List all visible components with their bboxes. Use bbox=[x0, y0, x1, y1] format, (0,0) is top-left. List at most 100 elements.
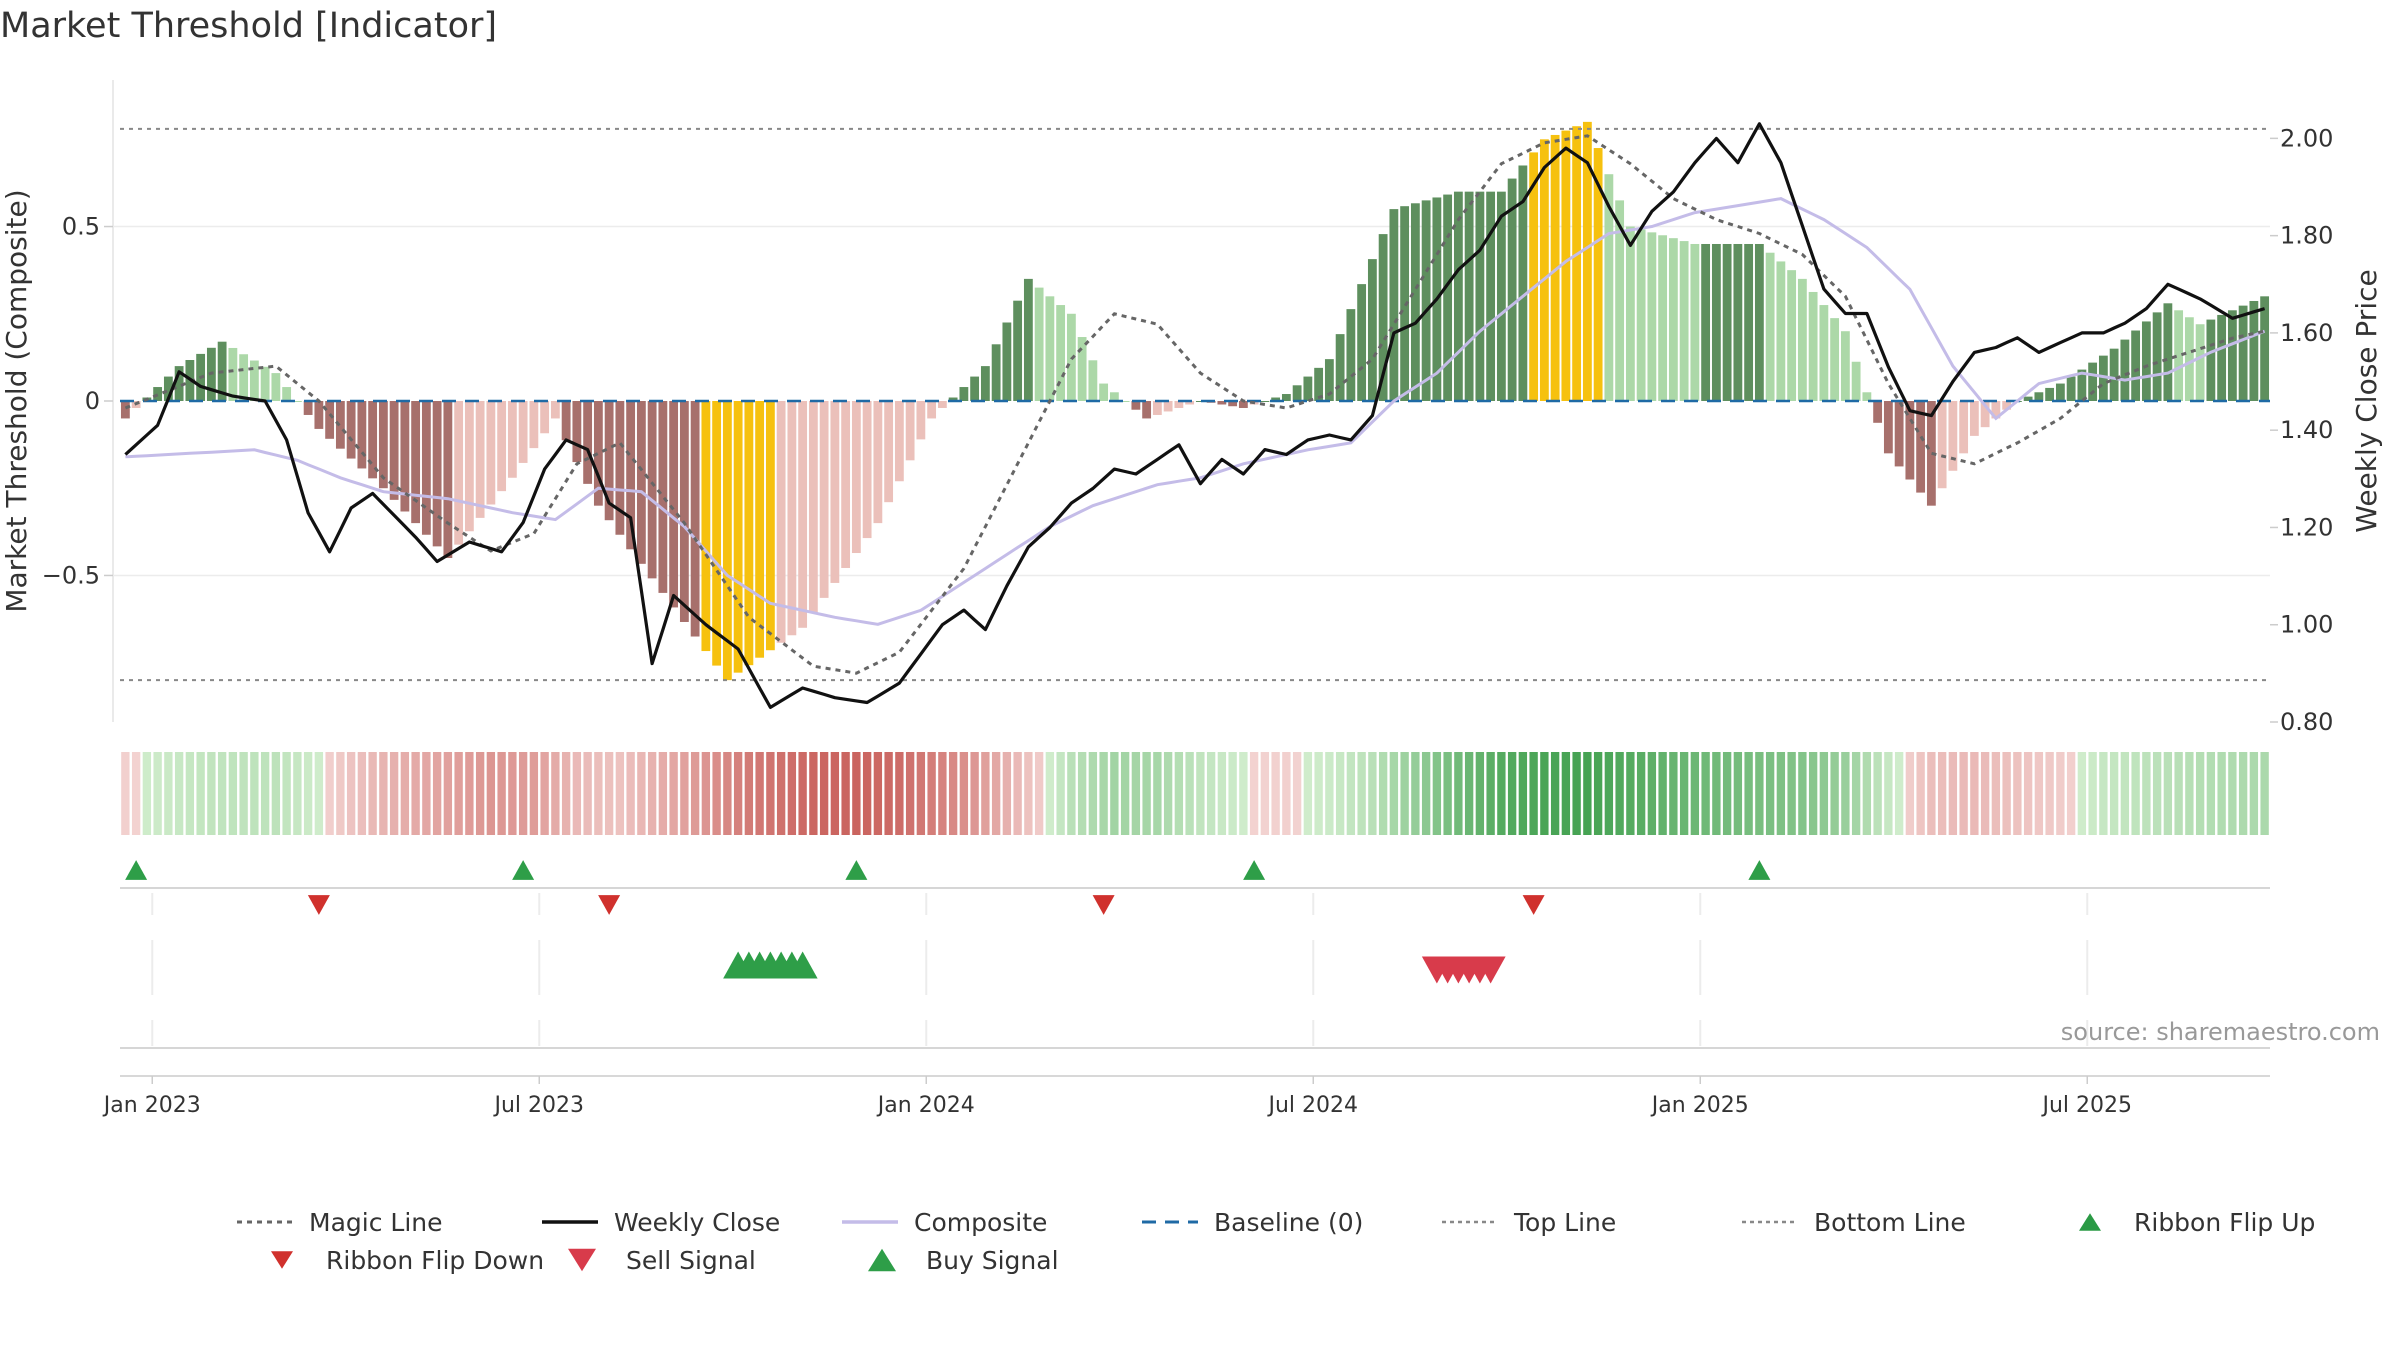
composite-bar bbox=[690, 401, 700, 637]
composite-bar bbox=[991, 344, 1001, 401]
ribbon-cell bbox=[1948, 752, 1958, 835]
dotted-grey-line-icon bbox=[1442, 1220, 1498, 1224]
x-tick-label: Jul 2023 bbox=[492, 1093, 584, 1118]
composite-bar bbox=[389, 401, 399, 500]
ribbon-cell bbox=[551, 752, 560, 835]
legend-label: Weekly Close bbox=[614, 1207, 781, 1237]
composite-bar bbox=[615, 401, 625, 535]
ribbon-cell bbox=[1486, 752, 1495, 835]
composite-bar bbox=[2217, 314, 2227, 401]
ribbon-cell bbox=[1002, 752, 1012, 835]
composite-bar bbox=[905, 401, 915, 461]
composite-bar bbox=[1711, 243, 1721, 401]
ribbon-cell bbox=[1464, 752, 1474, 835]
ribbon-cell bbox=[540, 752, 549, 835]
legend-label: Buy Signal bbox=[926, 1245, 1059, 1275]
triangle-down-icon bbox=[568, 1248, 596, 1272]
composite-bar bbox=[1679, 241, 1689, 401]
composite-bar bbox=[851, 401, 861, 554]
ribbon-cell bbox=[583, 752, 592, 835]
ribbon-cell bbox=[959, 752, 969, 835]
ribbon-cell bbox=[594, 752, 603, 835]
composite-bar bbox=[1883, 401, 1893, 454]
legend-item: Buy Signal bbox=[852, 1242, 1059, 1278]
composite-bar bbox=[282, 387, 292, 401]
composite-bar bbox=[776, 401, 786, 643]
composite-bar bbox=[1980, 401, 1990, 428]
composite-bar bbox=[1701, 243, 1711, 401]
right-axis-title: Weekly Close Price bbox=[2350, 269, 2383, 532]
ribbon-cell bbox=[400, 752, 410, 835]
ribbon-cell bbox=[1529, 752, 1538, 835]
composite-bar bbox=[841, 401, 851, 568]
x-tick-label: Jan 2025 bbox=[1650, 1093, 1749, 1118]
solid-line-icon bbox=[542, 1220, 598, 1224]
ribbon-cell bbox=[1819, 752, 1829, 835]
left-tick-label: 0.5 bbox=[62, 213, 100, 241]
composite-bar bbox=[1615, 200, 1625, 401]
ribbon-cell bbox=[443, 752, 453, 835]
composite-bar bbox=[1916, 401, 1926, 493]
composite-bar bbox=[1744, 243, 1754, 401]
composite-bar bbox=[1303, 376, 1313, 401]
composite-bar bbox=[1873, 401, 1883, 423]
composite-bar bbox=[1797, 278, 1807, 401]
composite-bar bbox=[1937, 401, 1947, 489]
ribbon-cell bbox=[1357, 752, 1366, 835]
composite-bar bbox=[636, 401, 646, 564]
composite-bar bbox=[1088, 360, 1098, 401]
composite-bar bbox=[1808, 291, 1818, 401]
composite-bar bbox=[454, 401, 464, 545]
right-tick-label: 1.80 bbox=[2280, 222, 2333, 250]
composite-bar bbox=[2184, 317, 2194, 401]
right-tick-label: 1.00 bbox=[2280, 611, 2333, 639]
composite-line bbox=[125, 197, 2266, 626]
composite-bar bbox=[1507, 178, 1517, 401]
composite-bar bbox=[2174, 310, 2184, 401]
composite-bar bbox=[873, 401, 883, 524]
composite-bar bbox=[1905, 401, 1915, 480]
composite-bar bbox=[1367, 259, 1377, 401]
right-tick-label: 1.40 bbox=[2280, 416, 2333, 444]
legend-item: Baseline (0) bbox=[1140, 1204, 1363, 1240]
ribbon-cell bbox=[1217, 752, 1227, 835]
ribbon-cell bbox=[1787, 752, 1796, 835]
composite-bar bbox=[1582, 121, 1592, 401]
composite-bar bbox=[325, 401, 335, 439]
composite-bar bbox=[1228, 401, 1238, 407]
composite-bar bbox=[260, 366, 270, 401]
ribbon-cell bbox=[1712, 752, 1721, 835]
ribbon-cell bbox=[723, 752, 732, 835]
composite-bar bbox=[550, 401, 560, 419]
ribbon-cell bbox=[250, 752, 259, 835]
composite-bar bbox=[1518, 165, 1528, 401]
composite-bar bbox=[2260, 296, 2270, 401]
composite-bar bbox=[862, 401, 872, 539]
ribbon-cell bbox=[1679, 752, 1689, 835]
composite-bar bbox=[927, 401, 937, 419]
composite-bar bbox=[1529, 152, 1539, 401]
composite-bar bbox=[1281, 394, 1291, 401]
composite-bar bbox=[1496, 191, 1506, 401]
ribbon-cell bbox=[744, 752, 754, 835]
composite-bar bbox=[2206, 319, 2216, 401]
ribbon-flip-up-marker bbox=[1243, 860, 1266, 880]
composite-bar bbox=[1647, 232, 1657, 401]
ribbon-cell bbox=[2045, 752, 2054, 835]
ribbon-cell bbox=[1432, 752, 1442, 835]
composite-bar bbox=[1109, 392, 1119, 401]
ribbon-cell bbox=[1067, 752, 1076, 835]
composite-bar bbox=[475, 401, 485, 518]
legend-item: Ribbon Flip Down bbox=[252, 1242, 544, 1278]
ribbon-cell bbox=[1798, 752, 1807, 835]
ribbon-cell bbox=[1142, 752, 1151, 835]
composite-bar bbox=[1346, 309, 1356, 401]
right-tick-label: 1.20 bbox=[2280, 513, 2333, 541]
ribbon-flip-down-marker bbox=[598, 895, 621, 915]
composite-bar bbox=[1475, 191, 1485, 401]
ribbon-cell bbox=[1841, 752, 1850, 835]
composite-bar bbox=[1754, 243, 1764, 401]
triangle-down-icon bbox=[271, 1251, 293, 1269]
x-tick-label: Jul 2025 bbox=[2040, 1093, 2132, 1118]
